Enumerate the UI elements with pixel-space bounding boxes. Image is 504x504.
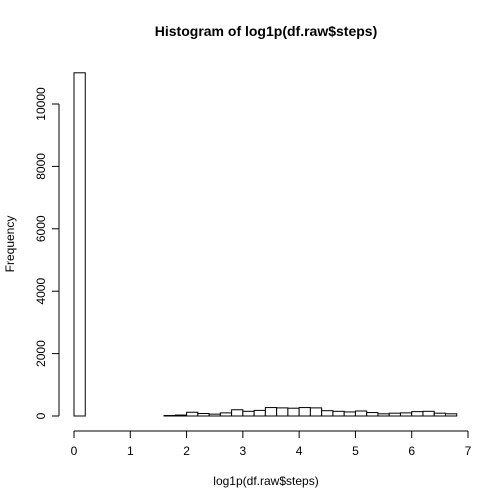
histogram-bar <box>264 407 278 417</box>
histogram-bar <box>186 411 199 417</box>
y-tick-label: 10000 <box>34 87 48 121</box>
x-tick-label: 5 <box>352 444 359 458</box>
histogram-bar <box>174 414 188 417</box>
histogram-bar <box>332 410 345 417</box>
x-tick-label: 3 <box>240 444 247 458</box>
histogram-bar <box>309 407 323 417</box>
histogram-bar <box>73 72 86 417</box>
histogram-bar <box>287 407 300 417</box>
y-tick-label: 8000 <box>34 153 48 180</box>
y-tick-label: 4000 <box>34 278 48 305</box>
y-tick-label: 2000 <box>34 340 48 367</box>
histogram-bar <box>242 410 255 417</box>
y-tick-label: 0 <box>34 412 48 419</box>
x-tick-label: 4 <box>296 444 303 458</box>
x-tick-label: 6 <box>408 444 415 458</box>
histogram-bar <box>197 413 210 417</box>
histogram-bar <box>219 412 233 417</box>
histogram-bar <box>422 410 435 417</box>
x-axis-label: log1p(df.raw$steps) <box>213 474 318 488</box>
y-axis: 0 2000 4000 6000 8000 10000 <box>34 87 60 419</box>
histogram-bar <box>276 407 289 417</box>
histogram-bar <box>231 409 244 417</box>
x-axis: 0 1 2 3 4 5 6 7 <box>71 430 472 458</box>
x-tick-label: 2 <box>183 444 190 458</box>
histogram-bar <box>321 410 334 417</box>
x-tick-label: 1 <box>127 444 134 458</box>
histogram-bar <box>354 410 368 417</box>
bars-group <box>73 72 458 417</box>
x-tick-label: 7 <box>465 444 472 458</box>
histogram-bar <box>411 411 424 417</box>
histogram-bar <box>298 407 311 417</box>
histogram-bar <box>388 412 401 417</box>
y-axis-label: Frequency <box>3 216 17 273</box>
histogram-bar <box>433 412 446 417</box>
chart-title: Histogram of log1p(df.raw$steps) <box>155 23 377 39</box>
histogram-bar <box>377 413 390 417</box>
histogram-bar <box>343 411 356 417</box>
x-tick-label: 0 <box>71 444 78 458</box>
histogram-bar <box>366 412 379 417</box>
histogram-bar <box>444 413 458 417</box>
y-tick-label: 6000 <box>34 215 48 242</box>
histogram-bar <box>208 413 221 417</box>
histogram-bar <box>399 412 413 417</box>
histogram-bar <box>253 409 266 417</box>
